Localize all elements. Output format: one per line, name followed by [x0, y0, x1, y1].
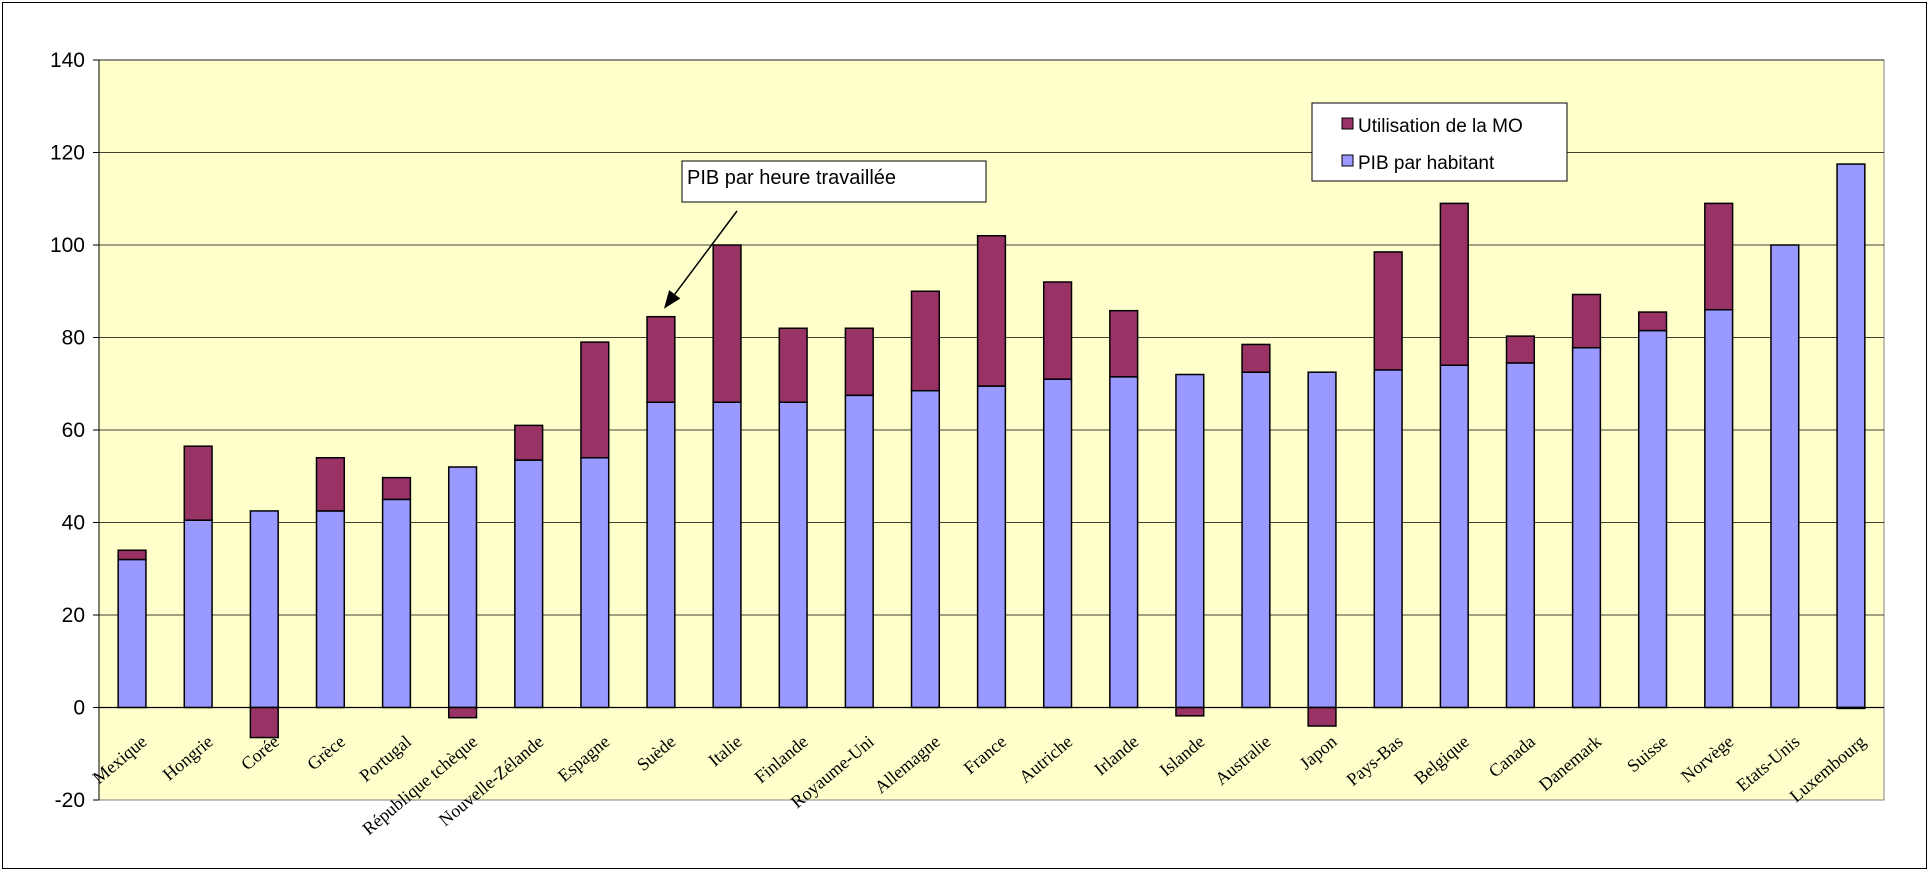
bar-utilisation-mo [249, 706, 279, 739]
bar-pib-par-habitant [315, 510, 346, 709]
bar-utilisation-mo [778, 327, 808, 403]
bar-utilisation-mo [580, 341, 610, 459]
legend-swatch-pib [1341, 154, 1354, 167]
bar-utilisation-mo [844, 327, 874, 397]
bar-pib-par-habitant [1241, 371, 1271, 709]
bar-pib-par-habitant [1571, 346, 1602, 709]
bar-pib-par-habitant [976, 385, 1007, 709]
legend-label-utilisation: Utilisation de la MO [1358, 116, 1523, 137]
bar-pib-par-habitant [712, 401, 742, 709]
bar-pib-par-habitant [1109, 376, 1139, 709]
y-tick-label: 120 [50, 142, 85, 165]
bar-pib-par-habitant [1704, 309, 1734, 709]
bar-utilisation-mo [1505, 335, 1536, 364]
legend: Utilisation de la MO PIB par habitant [1311, 102, 1568, 182]
bar-utilisation-mo [1373, 251, 1403, 371]
bar-utilisation-mo [514, 424, 544, 461]
bar-pib-par-habitant [1373, 369, 1403, 709]
bar-utilisation-mo [381, 476, 412, 501]
bar-pib-par-habitant [1042, 378, 1073, 709]
bar-utilisation-mo [1241, 343, 1271, 373]
bar-utilisation-mo [1175, 706, 1205, 717]
bar-pib-par-habitant [249, 510, 279, 709]
bar-utilisation-mo [447, 706, 478, 719]
bar-utilisation-mo [1042, 281, 1073, 380]
y-tick-label: 0 [73, 697, 85, 720]
bar-utilisation-mo [976, 235, 1007, 387]
annotation-arrow [669, 210, 738, 302]
bar-pib-par-habitant [1175, 373, 1205, 709]
bar-utilisation-mo [646, 315, 676, 403]
bar-utilisation-mo [1439, 202, 1469, 366]
annotation-box [681, 160, 987, 203]
bar-utilisation-mo [1307, 706, 1337, 727]
annotation-arrowhead [663, 290, 681, 309]
y-tick-label: 140 [50, 49, 85, 72]
y-tick-label: 40 [62, 512, 85, 535]
y-tick-labels: -20 0 20 40 60 80 100 120 140 [50, 49, 99, 812]
annotation-text: PIB par heure travaillée [687, 167, 896, 189]
bar-pib-par-habitant [778, 401, 808, 709]
bar-pib-par-habitant [514, 459, 544, 709]
legend-swatch-utilisation [1341, 117, 1354, 130]
bar-pib-par-habitant [646, 401, 676, 709]
bar-pib-par-habitant [183, 519, 213, 709]
bar-utilisation-mo [910, 290, 941, 392]
bar-pib-par-habitant [447, 466, 478, 709]
bar-utilisation-mo [117, 549, 147, 561]
bar-utilisation-mo [1704, 202, 1734, 311]
bar-pib-par-habitant [844, 394, 874, 709]
bar-utilisation-mo [1637, 311, 1668, 332]
bar-utilisation-mo [1109, 309, 1139, 378]
bar-pib-par-habitant [1637, 329, 1668, 709]
bar-utilisation-mo [712, 244, 742, 403]
bars [117, 163, 1866, 739]
bar-pib-par-habitant [1307, 371, 1337, 709]
bar-pib-par-habitant [117, 558, 147, 709]
annotation: PIB par heure travaillée [663, 160, 987, 309]
y-tick-label: 60 [62, 419, 85, 442]
legend-box [1311, 102, 1568, 182]
y-tick-label: 100 [50, 234, 85, 257]
y-tick-label: 80 [62, 327, 85, 350]
bar-utilisation-mo [315, 457, 346, 512]
bar-pib-par-habitant [580, 457, 610, 709]
bar-pib-par-habitant [1439, 364, 1469, 709]
bar-pib-par-habitant [1505, 362, 1536, 709]
bar-utilisation-mo [1571, 293, 1602, 349]
bar-pib-par-habitant [910, 389, 941, 709]
bar-pib-par-habitant [1836, 163, 1866, 709]
bar-utilisation-mo [183, 445, 213, 521]
bar-pib-par-habitant [381, 498, 412, 709]
y-tick-label: -20 [55, 789, 85, 812]
legend-label-pib: PIB par habitant [1358, 153, 1495, 174]
bar-pib-par-habitant [1770, 244, 1800, 709]
y-tick-label: 20 [62, 604, 85, 627]
